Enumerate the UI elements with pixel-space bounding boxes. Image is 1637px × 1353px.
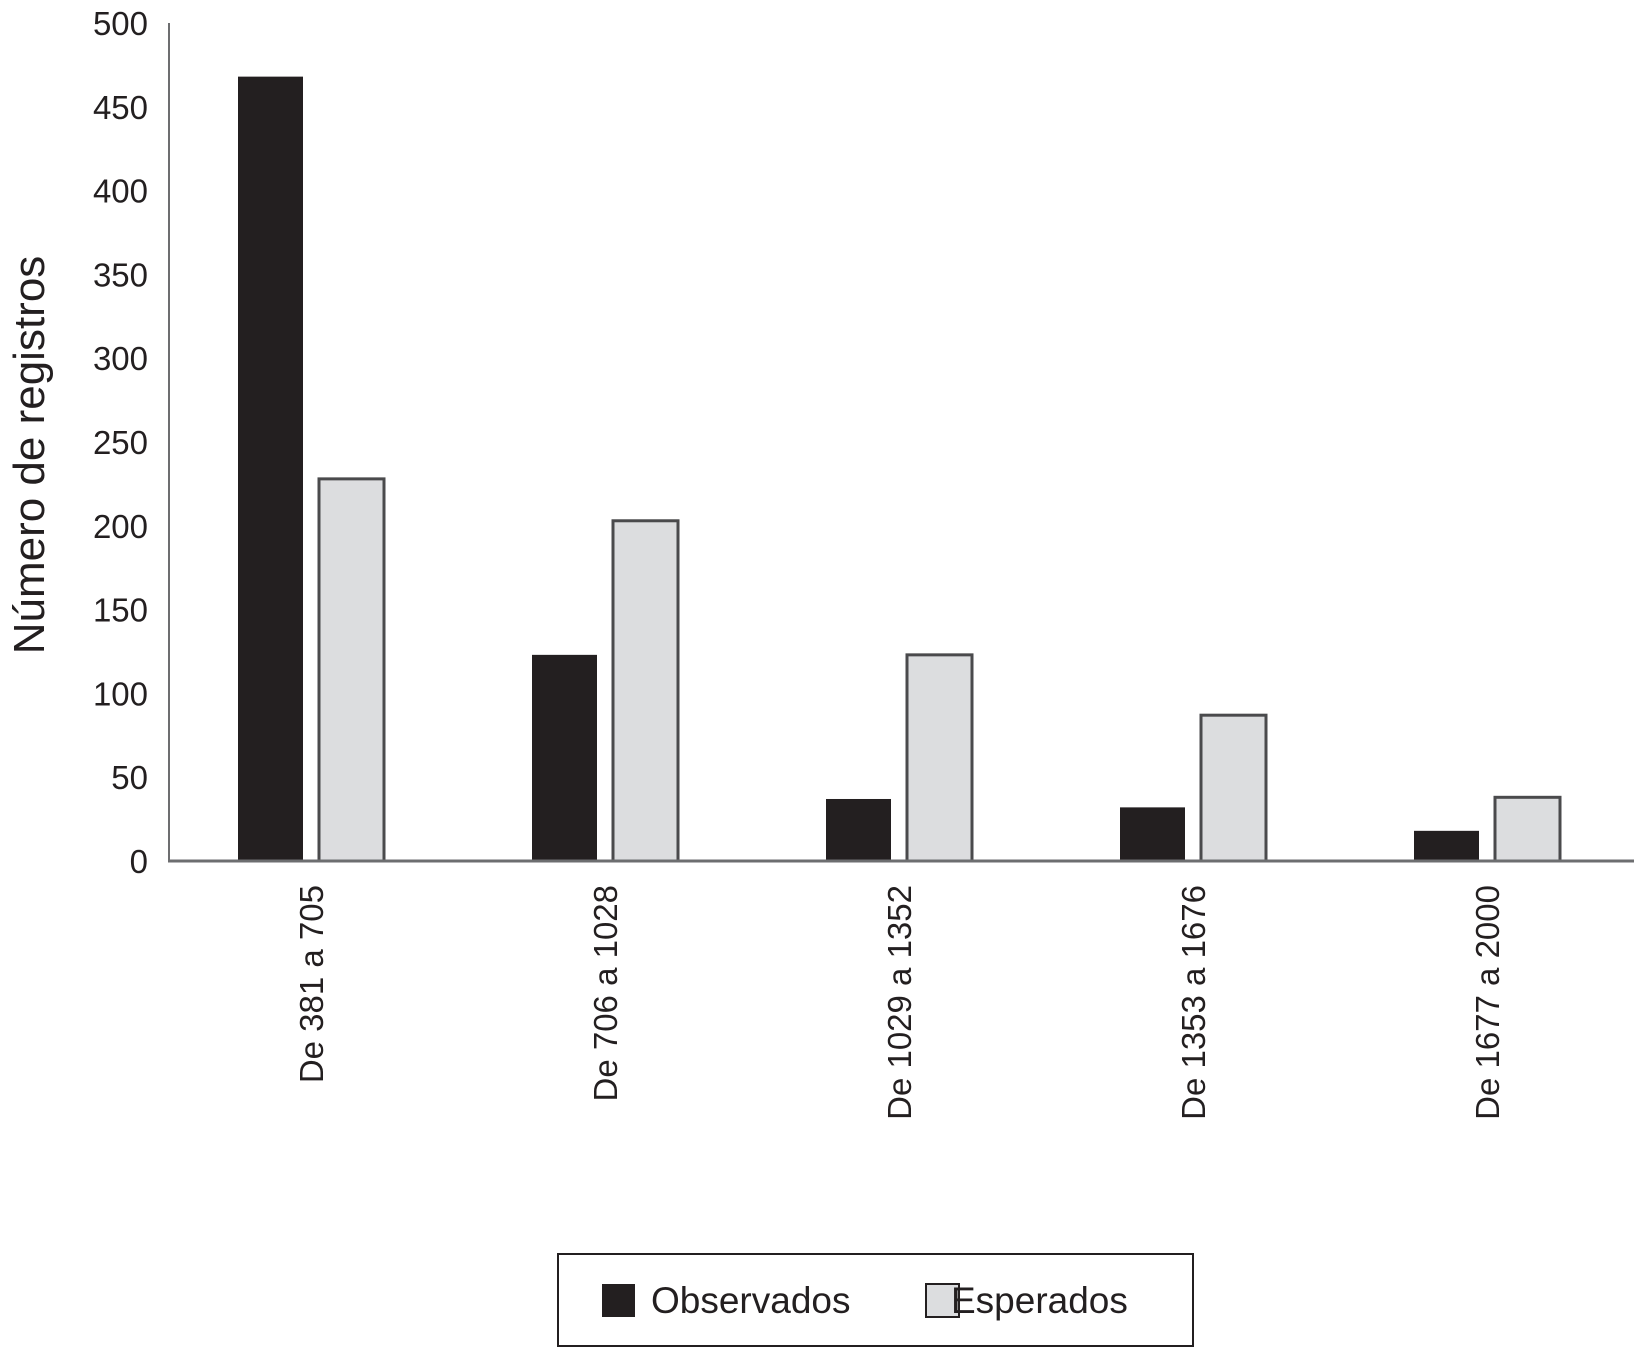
legend-label-observados: Observados bbox=[651, 1280, 851, 1321]
y-tick-label: 100 bbox=[93, 675, 148, 712]
bar-observados-3 bbox=[826, 798, 891, 861]
y-tick-label: 300 bbox=[93, 340, 148, 377]
y-tick-label: 350 bbox=[93, 256, 148, 293]
y-tick-label: 200 bbox=[93, 508, 148, 545]
bar-esperados-5 bbox=[1493, 795, 1562, 863]
bar-observados-5 bbox=[1414, 830, 1479, 861]
legend: Observados Esperados bbox=[557, 1253, 1194, 1347]
bar-esperados-3 bbox=[905, 653, 974, 863]
legend-label-esperados: Esperados bbox=[951, 1280, 1128, 1321]
bar-esperados-2 bbox=[611, 519, 680, 863]
y-axis-label: Número de registros bbox=[5, 256, 54, 655]
x-tick-label: De 381 a 705 bbox=[293, 885, 330, 1083]
legend-box bbox=[557, 1253, 1194, 1347]
y-tick-label: 400 bbox=[93, 173, 148, 210]
y-tick-label: 50 bbox=[111, 759, 148, 796]
x-tick-label: De 1029 a 1352 bbox=[881, 885, 918, 1120]
bar-observados-1 bbox=[238, 76, 303, 861]
bar-observados-4 bbox=[1120, 807, 1185, 861]
legend-swatch-observados bbox=[602, 1284, 635, 1317]
y-tick-label: 250 bbox=[93, 424, 148, 461]
y-tick-label: 0 bbox=[130, 843, 148, 880]
x-tick-label: De 1353 a 1676 bbox=[1175, 885, 1212, 1120]
legend-swatch-esperados bbox=[925, 1283, 960, 1318]
x-tick-label: De 706 a 1028 bbox=[587, 885, 624, 1102]
bar-observados-2 bbox=[532, 654, 597, 861]
bar-esperados-1 bbox=[317, 477, 386, 863]
y-tick-label: 150 bbox=[93, 592, 148, 629]
y-tick-label: 450 bbox=[93, 89, 148, 126]
y-tick-label: 500 bbox=[93, 5, 148, 42]
x-tick-label: De 1677 a 2000 bbox=[1469, 885, 1506, 1120]
bar-esperados-4 bbox=[1199, 713, 1268, 863]
